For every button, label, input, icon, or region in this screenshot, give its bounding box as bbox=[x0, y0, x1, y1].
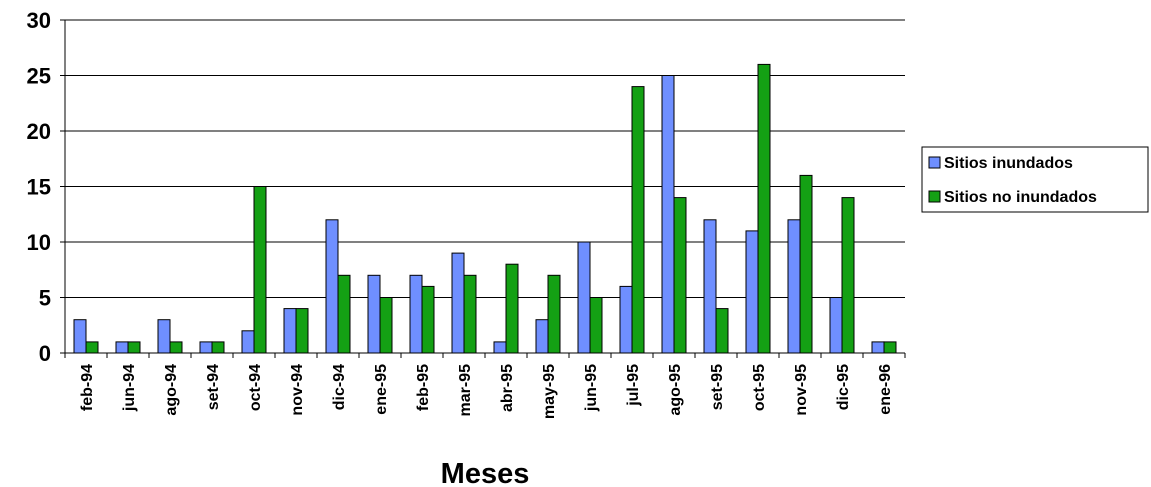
y-tick-label-5: 5 bbox=[39, 286, 51, 311]
x-tick-label-jul-95: jul-95 bbox=[625, 364, 642, 407]
x-tick-label-mar-95: mar-95 bbox=[457, 364, 474, 417]
x-tick-label-oct-94: oct-94 bbox=[247, 364, 264, 411]
bar-sitios-inundados-set-95 bbox=[704, 220, 716, 353]
bar-sitios-no-inundados-feb-95 bbox=[422, 286, 434, 353]
bar-sitios-inundados-dic-95 bbox=[830, 298, 842, 354]
bar-sitios-no-inundados-ago-94 bbox=[170, 342, 182, 353]
bar-sitios-inundados-nov-94 bbox=[284, 309, 296, 353]
bar-sitios-inundados-ene-96 bbox=[872, 342, 884, 353]
x-tick-label-feb-94: feb-94 bbox=[79, 364, 96, 411]
bar-sitios-no-inundados-mar-95 bbox=[464, 275, 476, 353]
legend: Sitios inundados Sitios no inundados bbox=[922, 147, 1148, 212]
x-tick-label-oct-95: oct-95 bbox=[751, 364, 768, 411]
bar-sitios-inundados-jun-94 bbox=[116, 342, 128, 353]
legend-swatch-sitios-no-inundados bbox=[929, 191, 940, 202]
y-tick-label-10: 10 bbox=[27, 230, 51, 255]
x-tick-labels: feb-94 jun-94 ago-94 set-94 oct-94 nov-94 dic-… bbox=[65, 353, 905, 419]
bar-sitios-inundados-feb-95 bbox=[410, 275, 422, 353]
bars bbox=[74, 64, 896, 353]
bar-sitios-no-inundados-abr-95 bbox=[506, 264, 518, 353]
x-tick-label-dic-95: dic-95 bbox=[835, 364, 852, 410]
bar-sitios-no-inundados-nov-95 bbox=[800, 175, 812, 353]
legend-label-sitios-inundados: Sitios inundados bbox=[944, 155, 1073, 172]
x-tick-label-feb-95: feb-95 bbox=[415, 364, 432, 411]
bar-sitios-inundados-oct-95 bbox=[746, 231, 758, 353]
grid-lines bbox=[65, 20, 905, 298]
bar-sitios-no-inundados-jun-94 bbox=[128, 342, 140, 353]
bar-sitios-no-inundados-ene-95 bbox=[380, 298, 392, 354]
x-tick-label-ago-95: ago-95 bbox=[667, 364, 684, 416]
bar-sitios-no-inundados-oct-94 bbox=[254, 187, 266, 354]
x-axis-label: Meses bbox=[441, 458, 530, 487]
bar-sitios-inundados-set-94 bbox=[200, 342, 212, 353]
bar-sitios-no-inundados-set-94 bbox=[212, 342, 224, 353]
bar-sitios-inundados-jun-95 bbox=[578, 242, 590, 353]
bar-sitios-inundados-abr-95 bbox=[494, 342, 506, 353]
y-tick-label-0: 0 bbox=[39, 341, 51, 366]
y-tick-labels: 0 5 10 15 20 25 30 bbox=[27, 8, 65, 366]
x-tick-label-set-95: set-95 bbox=[709, 364, 726, 410]
bar-sitios-inundados-oct-94 bbox=[242, 331, 254, 353]
bar-sitios-no-inundados-dic-94 bbox=[338, 275, 350, 353]
y-tick-label-20: 20 bbox=[27, 119, 51, 144]
bar-sitios-inundados-feb-94 bbox=[74, 320, 86, 353]
bar-sitios-inundados-dic-94 bbox=[326, 220, 338, 353]
bar-sitios-inundados-ago-94 bbox=[158, 320, 170, 353]
x-tick-label-ago-94: ago-94 bbox=[163, 364, 180, 416]
x-tick-label-set-94: set-94 bbox=[205, 364, 222, 410]
bar-sitios-inundados-ago-95 bbox=[662, 76, 674, 354]
x-tick-label-jun-94: jun-94 bbox=[121, 364, 138, 412]
bar-sitios-no-inundados-ene-96 bbox=[884, 342, 896, 353]
x-tick-label-abr-95: abr-95 bbox=[499, 364, 516, 412]
bar-sitios-inundados-ene-95 bbox=[368, 275, 380, 353]
x-tick-label-dic-94: dic-94 bbox=[331, 364, 348, 410]
y-tick-label-30: 30 bbox=[27, 8, 51, 33]
bar-sitios-no-inundados-feb-94 bbox=[86, 342, 98, 353]
bar-sitios-inundados-nov-95 bbox=[788, 220, 800, 353]
x-tick-label-ene-96: ene-96 bbox=[877, 364, 894, 415]
bar-sitios-no-inundados-jun-95 bbox=[590, 298, 602, 354]
bar-sitios-no-inundados-oct-95 bbox=[758, 64, 770, 353]
y-tick-label-15: 15 bbox=[27, 175, 51, 200]
legend-label-sitios-no-inundados: Sitios no inundados bbox=[944, 189, 1097, 206]
bar-sitios-inundados-may-95 bbox=[536, 320, 548, 353]
x-tick-label-may-95: may-95 bbox=[541, 364, 558, 419]
y-tick-label-25: 25 bbox=[27, 64, 51, 89]
bar-sitios-no-inundados-ago-95 bbox=[674, 198, 686, 353]
legend-swatch-sitios-inundados bbox=[929, 157, 940, 168]
bar-sitios-no-inundados-nov-94 bbox=[296, 309, 308, 353]
bar-sitios-inundados-mar-95 bbox=[452, 253, 464, 353]
bar-sitios-no-inundados-set-95 bbox=[716, 309, 728, 353]
bar-sitios-no-inundados-may-95 bbox=[548, 275, 560, 353]
x-tick-label-nov-95: nov-95 bbox=[793, 364, 810, 416]
bar-sitios-inundados-jul-95 bbox=[620, 286, 632, 353]
bar-sitios-no-inundados-dic-95 bbox=[842, 198, 854, 353]
x-tick-label-jun-95: jun-95 bbox=[583, 364, 600, 412]
x-tick-label-ene-95: ene-95 bbox=[373, 364, 390, 415]
bar-sitios-no-inundados-jul-95 bbox=[632, 87, 644, 353]
x-tick-label-nov-94: nov-94 bbox=[289, 364, 306, 416]
